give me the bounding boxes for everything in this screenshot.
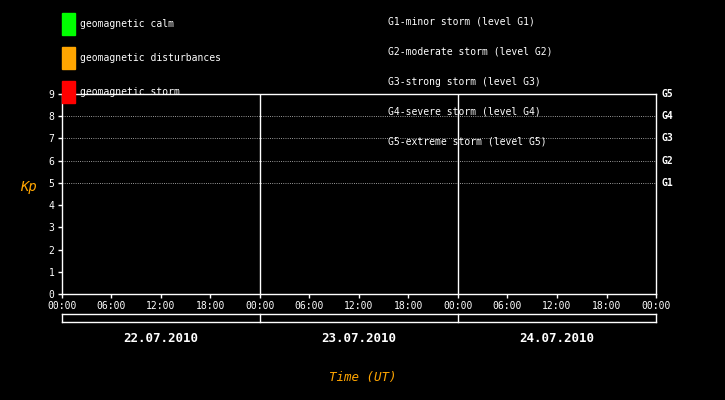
Text: G1-minor storm (level G1): G1-minor storm (level G1) [388,17,535,27]
Text: G5-extreme storm (level G5): G5-extreme storm (level G5) [388,137,547,147]
Text: G3-strong storm (level G3): G3-strong storm (level G3) [388,77,541,87]
Text: geomagnetic calm: geomagnetic calm [80,19,175,29]
Text: G4-severe storm (level G4): G4-severe storm (level G4) [388,107,541,117]
Text: 23.07.2010: 23.07.2010 [321,332,397,344]
Text: G5: G5 [662,89,674,99]
Text: Time (UT): Time (UT) [328,372,397,384]
Text: 24.07.2010: 24.07.2010 [520,332,594,344]
Text: geomagnetic disturbances: geomagnetic disturbances [80,53,221,63]
Text: geomagnetic storm: geomagnetic storm [80,87,181,97]
Text: 22.07.2010: 22.07.2010 [123,332,198,344]
Text: G4: G4 [662,111,674,121]
Text: G3: G3 [662,134,674,144]
Text: G1: G1 [662,178,674,188]
Text: G2: G2 [662,156,674,166]
Text: G2-moderate storm (level G2): G2-moderate storm (level G2) [388,47,552,57]
Y-axis label: Kp: Kp [20,180,37,194]
